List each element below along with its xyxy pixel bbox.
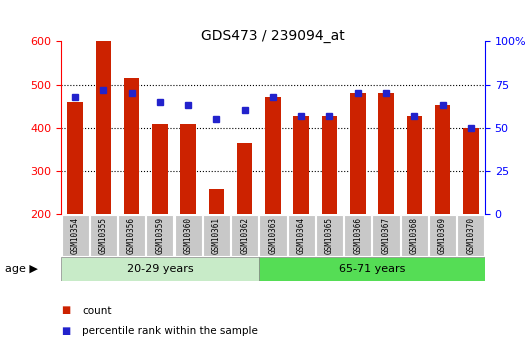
FancyBboxPatch shape [146, 215, 173, 256]
Text: GSM10359: GSM10359 [155, 217, 164, 254]
Bar [180, 124, 196, 214]
Bar [265, 97, 281, 214]
Bar [322, 116, 337, 214]
Bar [209, 189, 224, 214]
Text: ■: ■ [61, 306, 70, 315]
Bar [350, 93, 366, 214]
Bar [259, 257, 485, 281]
Text: GSM10363: GSM10363 [269, 217, 277, 254]
Text: GSM10360: GSM10360 [184, 217, 192, 254]
Text: GSM10370: GSM10370 [466, 217, 475, 254]
Text: count: count [82, 306, 112, 315]
Text: GSM10354: GSM10354 [70, 217, 80, 254]
Bar [407, 116, 422, 214]
FancyBboxPatch shape [373, 215, 400, 256]
FancyBboxPatch shape [401, 215, 428, 256]
Bar [61, 257, 259, 281]
Text: GSM10369: GSM10369 [438, 217, 447, 254]
Bar [435, 105, 450, 214]
Bar [152, 124, 167, 214]
Text: GSM10366: GSM10366 [354, 217, 362, 254]
Text: GSM10355: GSM10355 [99, 217, 108, 254]
FancyBboxPatch shape [457, 215, 484, 256]
Text: 65-71 years: 65-71 years [339, 264, 405, 274]
Text: GSM10368: GSM10368 [410, 217, 419, 254]
FancyBboxPatch shape [288, 215, 315, 256]
Bar [237, 143, 252, 214]
Text: percentile rank within the sample: percentile rank within the sample [82, 326, 258, 336]
Bar [95, 41, 111, 214]
Bar [378, 93, 394, 214]
Text: GSM10362: GSM10362 [240, 217, 249, 254]
FancyBboxPatch shape [90, 215, 117, 256]
FancyBboxPatch shape [231, 215, 258, 256]
FancyBboxPatch shape [429, 215, 456, 256]
Text: GSM10356: GSM10356 [127, 217, 136, 254]
FancyBboxPatch shape [203, 215, 230, 256]
FancyBboxPatch shape [118, 215, 145, 256]
FancyBboxPatch shape [174, 215, 202, 256]
Bar [463, 128, 479, 214]
Text: ■: ■ [61, 326, 70, 336]
Text: GSM10365: GSM10365 [325, 217, 334, 254]
Bar [294, 116, 309, 214]
FancyBboxPatch shape [316, 215, 343, 256]
Text: GSM10367: GSM10367 [382, 217, 391, 254]
Bar [67, 102, 83, 214]
FancyBboxPatch shape [344, 215, 372, 256]
FancyBboxPatch shape [61, 215, 89, 256]
Text: GSM10364: GSM10364 [297, 217, 306, 254]
Text: GDS473 / 239094_at: GDS473 / 239094_at [201, 29, 345, 43]
Text: 20-29 years: 20-29 years [127, 264, 193, 274]
Bar [124, 78, 139, 214]
Text: age ▶: age ▶ [5, 264, 38, 274]
Text: GSM10361: GSM10361 [212, 217, 221, 254]
FancyBboxPatch shape [259, 215, 287, 256]
